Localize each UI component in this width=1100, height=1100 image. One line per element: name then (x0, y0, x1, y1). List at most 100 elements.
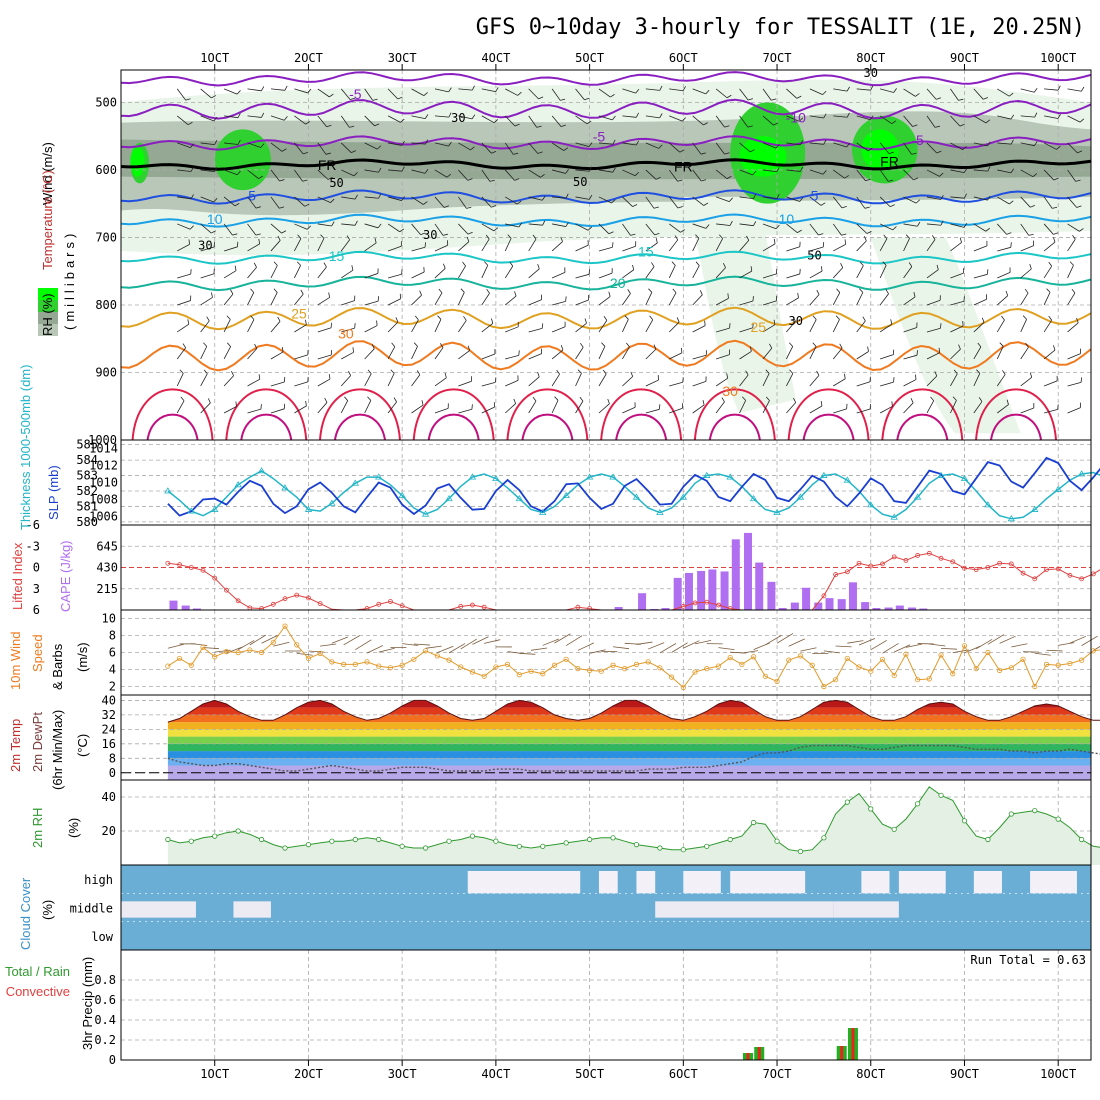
wind-barb-flag (908, 262, 913, 267)
cloud-level-label: middle (70, 902, 113, 916)
wind-barb-flag (305, 121, 311, 125)
thickness-point (398, 491, 406, 499)
wind-barb (294, 142, 304, 155)
wind-barb (1034, 652, 1051, 656)
rh-point (469, 833, 476, 839)
cloud-clear-high (598, 871, 618, 894)
wind-barb-flag (727, 293, 729, 299)
wind-barb-flag (588, 142, 593, 147)
wind-barb (856, 240, 867, 252)
wind-barb (484, 639, 501, 644)
slp-tick-label: 1012 (89, 459, 118, 473)
wind-barb-flag (773, 122, 779, 126)
wind-barb (551, 326, 566, 333)
wind-barb (1067, 292, 1076, 306)
li-point (962, 565, 967, 571)
wind-barb (879, 293, 889, 306)
wind-barb-flag (963, 296, 965, 302)
wind-barb (223, 223, 233, 236)
wind-barb (200, 169, 215, 173)
wind-speed-point (809, 662, 815, 668)
cape-bar (731, 539, 740, 610)
wind-barb-flag (187, 319, 190, 325)
wind-barb-flag (890, 319, 893, 325)
isotherm-label: -5 (911, 132, 924, 148)
wind-speed-point (715, 663, 722, 669)
wind-barb-flag (936, 264, 939, 270)
wind-barb (530, 647, 548, 651)
wind-barb (1058, 642, 1075, 646)
wind-barb (481, 406, 495, 414)
wind-barb (1043, 380, 1058, 387)
wind-barb (715, 297, 729, 306)
rh-point (493, 838, 499, 844)
wind-barb-flag (250, 288, 255, 293)
wind-speed-point (294, 642, 300, 648)
wind-barb (997, 272, 1011, 279)
wind-barb-flag (752, 170, 757, 176)
wind-barb (950, 88, 959, 101)
wind-barb (340, 375, 351, 387)
thickness-point (820, 471, 828, 478)
wind-barb-flag (726, 373, 729, 379)
wind-barb (762, 142, 777, 149)
wind-barb-flag (753, 194, 757, 199)
bottom-tick-label: 8OCT (856, 1067, 885, 1081)
wind-barb-flag (283, 116, 288, 121)
wind-barb-flag (724, 125, 730, 128)
wind-barb (880, 381, 894, 387)
wind-barb (762, 115, 774, 126)
wind-barb-flag (679, 149, 685, 153)
wind-barb (387, 373, 395, 387)
thickness-point (445, 494, 453, 502)
wind-barb (434, 142, 449, 147)
wind-barb (856, 265, 864, 279)
wind-barb (645, 292, 653, 306)
wind-barb (715, 115, 725, 128)
pressure-tick-label: 1000 (88, 433, 117, 447)
wind-barb-flag (676, 317, 680, 323)
wind-speed-point (165, 663, 171, 669)
wind-barb (341, 269, 354, 279)
thickness-point (1077, 470, 1086, 477)
rh-legend-swatch (38, 324, 58, 336)
panel-bg (121, 440, 1091, 525)
wind-barb (294, 196, 306, 207)
wind-barb-flag (719, 234, 723, 239)
li-point (376, 601, 382, 607)
wind-barb (247, 267, 257, 279)
bottom-tick-label: 3OCT (388, 1067, 417, 1081)
wind-barb (786, 321, 796, 333)
thickness-point (164, 487, 172, 494)
wind-speed-point (458, 664, 464, 670)
wind-barb (458, 350, 470, 360)
wind-barb-flag (962, 146, 967, 150)
wind-barb (809, 246, 824, 252)
wind-barb-flag (213, 198, 218, 203)
wind-barb-flag (1081, 86, 1085, 92)
wind-barb-flag (1006, 399, 1009, 405)
wind-barb (575, 400, 584, 414)
wind-barb (926, 400, 935, 414)
wind-barb-flag (841, 206, 847, 209)
li-point (891, 554, 897, 560)
wind-barb-flag (326, 124, 332, 128)
wind-barb (575, 88, 585, 101)
wind-barb-flag (346, 235, 351, 240)
wind-barb-flag (509, 261, 514, 267)
wind-barb (997, 196, 1010, 205)
wind-barb-flag (913, 292, 916, 298)
wind-barb (903, 115, 913, 127)
wind-barb (340, 142, 352, 153)
wind-barb (762, 273, 777, 279)
wind-barb-flag (537, 371, 540, 377)
wind-barb (856, 320, 866, 333)
li-point (200, 567, 206, 573)
rh-contour-label: 50 (573, 175, 587, 189)
wind-barb-flag (747, 125, 753, 128)
wind-barb (458, 320, 467, 333)
wind-barb (997, 246, 1011, 252)
wind-barb (411, 271, 425, 279)
wind-barb (999, 635, 1016, 644)
wind-barb (364, 169, 379, 173)
